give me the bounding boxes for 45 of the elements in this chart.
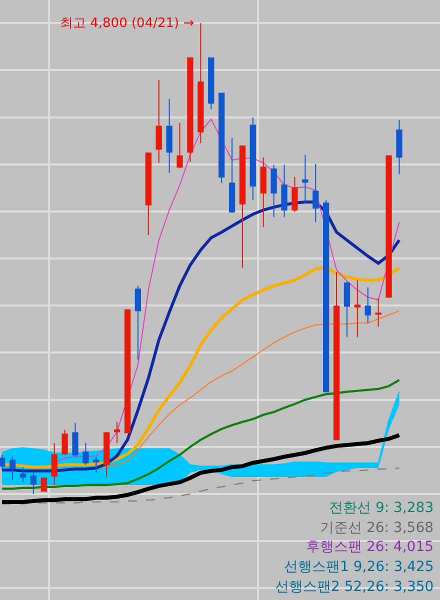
candlestick xyxy=(323,200,330,392)
candlestick xyxy=(333,272,340,440)
candlestick xyxy=(312,163,319,223)
candlestick xyxy=(62,429,68,456)
text: 전환선 9: 3,283 xyxy=(329,500,434,516)
candlestick xyxy=(302,154,308,204)
candlestick xyxy=(166,98,172,174)
candlestick xyxy=(187,57,194,162)
candlestick xyxy=(40,477,47,492)
candlestick xyxy=(344,282,350,338)
candlestick xyxy=(292,176,298,212)
text: 기준선 26: 3,568 xyxy=(320,520,434,536)
text: 후행스팬 26: 4,015 xyxy=(306,539,434,555)
candlestick xyxy=(260,156,266,228)
candlestick xyxy=(375,298,382,328)
candlestick xyxy=(9,456,16,480)
candlestick xyxy=(386,155,392,298)
candlestick xyxy=(218,92,225,184)
candlestick xyxy=(145,152,152,236)
candlestick xyxy=(104,431,110,478)
candlestick xyxy=(82,442,89,466)
candlestick xyxy=(0,454,6,470)
candlestick xyxy=(270,164,277,218)
candlestick xyxy=(20,466,26,483)
candlestick xyxy=(250,116,256,201)
candlestick xyxy=(396,120,402,175)
candlestick xyxy=(364,286,371,324)
candlestick xyxy=(239,145,246,268)
candlestick xyxy=(208,57,214,110)
candlestick xyxy=(93,456,100,474)
candlestick xyxy=(51,442,58,486)
candlestick xyxy=(72,422,78,458)
candlestick xyxy=(156,80,162,164)
candlestick xyxy=(176,122,183,169)
candlestick xyxy=(281,164,288,218)
candlestick xyxy=(30,471,36,494)
text: 선행스팬2 52,26: 3,350 xyxy=(275,579,434,595)
candlestick xyxy=(198,22,204,144)
candlestick xyxy=(114,421,120,444)
candlestick xyxy=(354,280,360,338)
text: 선행스팬1 9,26: 3,425 xyxy=(284,559,434,575)
annotation: 최고 4,800 (04/21) → xyxy=(60,16,194,31)
candlestick xyxy=(228,137,236,214)
candlestick xyxy=(124,309,131,434)
candlestick xyxy=(134,285,142,360)
